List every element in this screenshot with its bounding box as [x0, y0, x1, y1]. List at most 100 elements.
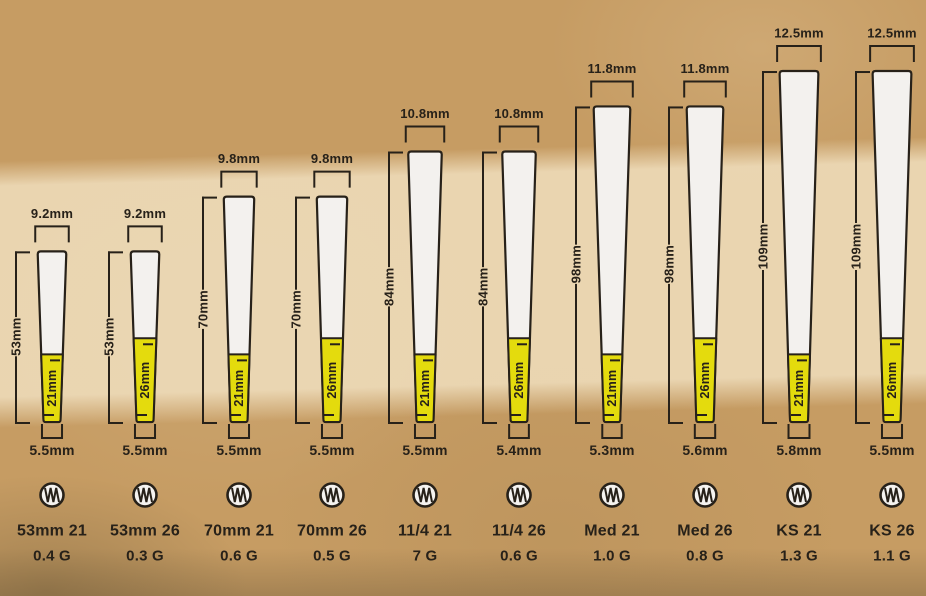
- length-label: 53mm: [9, 317, 24, 355]
- filter-length-label: 21mm: [605, 370, 619, 407]
- filter-length-label: 26mm: [512, 362, 526, 399]
- cone-name: 70mm 21: [204, 523, 274, 540]
- cone-name: KS 21: [776, 523, 821, 540]
- bottom-width-bracket: [693, 424, 717, 439]
- bottom-width-bracket: [508, 424, 530, 439]
- length-label: 84mm: [476, 268, 491, 306]
- top-width-bracket: [498, 125, 540, 143]
- cone-tip-icon: [786, 482, 812, 508]
- bottom-width-bracket: [133, 424, 157, 439]
- cone-filter: [879, 337, 905, 423]
- cone-column-7: 98mm 11.8mm 21mm 5.3mm Med 21 1.0 G: [569, 61, 640, 565]
- bottom-width-bracket: [320, 424, 344, 439]
- cone-name: 11/4 21: [398, 523, 452, 540]
- cone-filter: [787, 353, 811, 423]
- cone-tip-icon-zigzag: [884, 487, 900, 503]
- bottom-width-bracket: [880, 424, 904, 439]
- cone-tip-icon-zigzag: [791, 487, 807, 503]
- cone-tip-icon-zigzag: [697, 487, 713, 503]
- cone-filter: [692, 337, 718, 423]
- cone-tip-icon: [879, 482, 905, 508]
- cone-weight: 0.6 G: [220, 548, 258, 565]
- length-label: 70mm: [196, 290, 211, 328]
- cone-filter: [600, 353, 624, 423]
- top-width-label: 10.8mm: [494, 106, 544, 121]
- bottom-width-label: 5.5mm: [29, 442, 74, 458]
- filter-length-label: 21mm: [792, 370, 806, 407]
- cone-name: Med 21: [584, 523, 639, 540]
- top-width-bracket: [220, 170, 258, 188]
- top-width-label: 10.8mm: [400, 106, 450, 121]
- cone-column-9: 109mm 12.5mm 21mm 5.8mm KS 21 1.3 G: [756, 26, 824, 565]
- cone-tip-icon: [692, 482, 718, 508]
- length-label: 98mm: [662, 245, 677, 283]
- filter-length-label: 26mm: [698, 362, 712, 399]
- length-label: 109mm: [849, 224, 864, 270]
- cone-filter: [507, 337, 531, 423]
- cone-tip-icon-zigzag: [137, 487, 153, 503]
- cone-name: Med 26: [677, 523, 732, 540]
- bottom-width-bracket: [40, 424, 64, 439]
- cone-filter: [40, 353, 64, 423]
- cone-weight: 1.1 G: [873, 548, 911, 565]
- length-label: 98mm: [569, 245, 584, 283]
- bottom-width-bracket: [601, 424, 623, 439]
- bottom-width-label: 5.8mm: [776, 442, 821, 458]
- cone-column-5: 84mm 10.8mm 21mm 5.5mm 11/4 21 7 G: [382, 106, 452, 564]
- cone-name: 53mm 21: [17, 523, 87, 540]
- cone-column-6: 84mm 10.8mm 26mm 5.4mm 11/4 26 0.6 G: [476, 106, 546, 564]
- cone-column-2: 53mm 9.2mm 26mm 5.5mm 53mm 26 0.3 G: [102, 206, 180, 565]
- top-width-bracket: [34, 225, 70, 243]
- cone-column-8: 98mm 11.8mm 26mm 5.6mm Med 26 0.8 G: [662, 61, 733, 565]
- cone-filter: [227, 353, 251, 423]
- cone-tip-icon: [412, 482, 438, 508]
- filter-length-label: 21mm: [45, 370, 59, 407]
- length-label: 84mm: [382, 268, 397, 306]
- top-width-label: 11.8mm: [588, 61, 637, 76]
- cone-weight: 0.5 G: [313, 548, 351, 565]
- top-width-bracket: [127, 225, 163, 243]
- cone-weight: 0.6 G: [500, 548, 538, 565]
- cone-tip-icon: [39, 482, 65, 508]
- cone-tip-icon: [132, 482, 158, 508]
- cone-weight: 0.8 G: [686, 548, 724, 565]
- cone-tip-icon-zigzag: [604, 487, 620, 503]
- cone-filter: [319, 337, 345, 423]
- top-width-label: 12.5mm: [867, 26, 917, 41]
- bottom-width-label: 5.5mm: [869, 442, 914, 458]
- bottom-width-bracket: [787, 424, 811, 439]
- top-width-bracket: [869, 45, 915, 63]
- cone-name: 53mm 26: [110, 523, 180, 540]
- bottom-width-label: 5.3mm: [589, 442, 634, 458]
- cone-tip-icon: [319, 482, 345, 508]
- top-width-label: 9.2mm: [31, 206, 73, 221]
- cone-column-10: 109mm 12.5mm 26mm 5.5mm KS 26 1.1 G: [849, 26, 917, 565]
- bottom-width-label: 5.5mm: [216, 442, 261, 458]
- filter-length-label: 21mm: [418, 370, 432, 407]
- cone-tip-icon-zigzag: [324, 487, 340, 503]
- cone-tip-icon: [599, 482, 625, 508]
- top-width-bracket: [313, 170, 351, 188]
- cone-tip-icon-zigzag: [511, 487, 527, 503]
- bottom-width-label: 5.5mm: [309, 442, 354, 458]
- top-width-bracket: [683, 80, 727, 98]
- bottom-width-label: 5.6mm: [682, 442, 727, 458]
- filter-length-label: 26mm: [325, 362, 339, 399]
- cone-column-3: 70mm 9.8mm 21mm 5.5mm 70mm 21 0.6 G: [196, 151, 274, 564]
- bottom-width-bracket: [413, 424, 437, 439]
- bottom-width-label: 5.5mm: [122, 442, 167, 458]
- cone-tip-icon-zigzag: [417, 487, 433, 503]
- top-width-bracket: [590, 80, 634, 98]
- bottom-width-bracket: [227, 424, 251, 439]
- cone-column-4: 70mm 9.8mm 26mm 5.5mm 70mm 26 0.5 G: [289, 151, 367, 564]
- cone-column-1: 53mm 9.2mm 21mm 5.5mm 53mm 21 0.4 G: [9, 206, 87, 565]
- top-width-bracket: [776, 45, 822, 63]
- filter-length-label: 26mm: [138, 362, 152, 399]
- bottom-width-label: 5.4mm: [496, 442, 541, 458]
- length-label: 109mm: [756, 224, 771, 270]
- top-width-label: 9.2mm: [124, 206, 166, 221]
- cone-weight: 7 G: [413, 548, 438, 565]
- top-width-label: 9.8mm: [218, 151, 260, 166]
- top-width-label: 9.8mm: [311, 151, 353, 166]
